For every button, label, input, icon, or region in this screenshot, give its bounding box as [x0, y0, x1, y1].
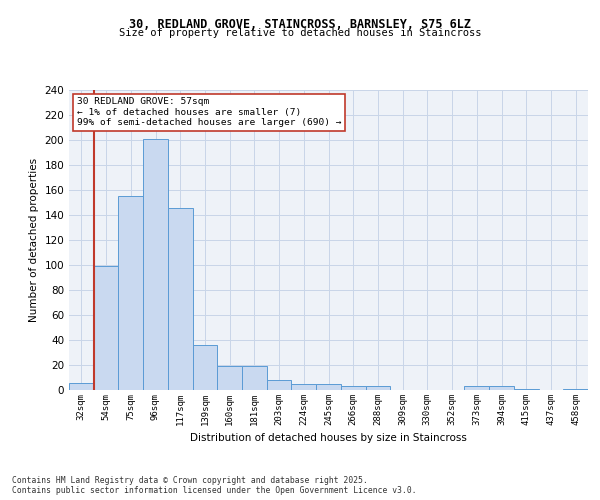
Text: 30, REDLAND GROVE, STAINCROSS, BARNSLEY, S75 6LZ: 30, REDLAND GROVE, STAINCROSS, BARNSLEY,… [129, 18, 471, 30]
Bar [267, 380, 292, 390]
Text: Size of property relative to detached houses in Staincross: Size of property relative to detached ho… [119, 28, 481, 38]
Bar [365, 386, 390, 390]
Bar [563, 389, 588, 390]
Bar [217, 366, 242, 390]
Bar [168, 208, 193, 390]
Bar [292, 384, 316, 390]
Bar [341, 386, 365, 390]
Bar [94, 266, 118, 390]
Bar [514, 389, 539, 390]
Bar [316, 384, 341, 390]
Bar [69, 382, 94, 390]
Bar [242, 366, 267, 390]
Bar [464, 386, 489, 390]
Y-axis label: Number of detached properties: Number of detached properties [29, 158, 39, 322]
Bar [193, 345, 217, 390]
X-axis label: Distribution of detached houses by size in Staincross: Distribution of detached houses by size … [190, 434, 467, 444]
Bar [489, 386, 514, 390]
Text: Contains HM Land Registry data © Crown copyright and database right 2025.
Contai: Contains HM Land Registry data © Crown c… [12, 476, 416, 495]
Bar [143, 138, 168, 390]
Text: 30 REDLAND GROVE: 57sqm
← 1% of detached houses are smaller (7)
99% of semi-deta: 30 REDLAND GROVE: 57sqm ← 1% of detached… [77, 98, 341, 128]
Bar [118, 196, 143, 390]
